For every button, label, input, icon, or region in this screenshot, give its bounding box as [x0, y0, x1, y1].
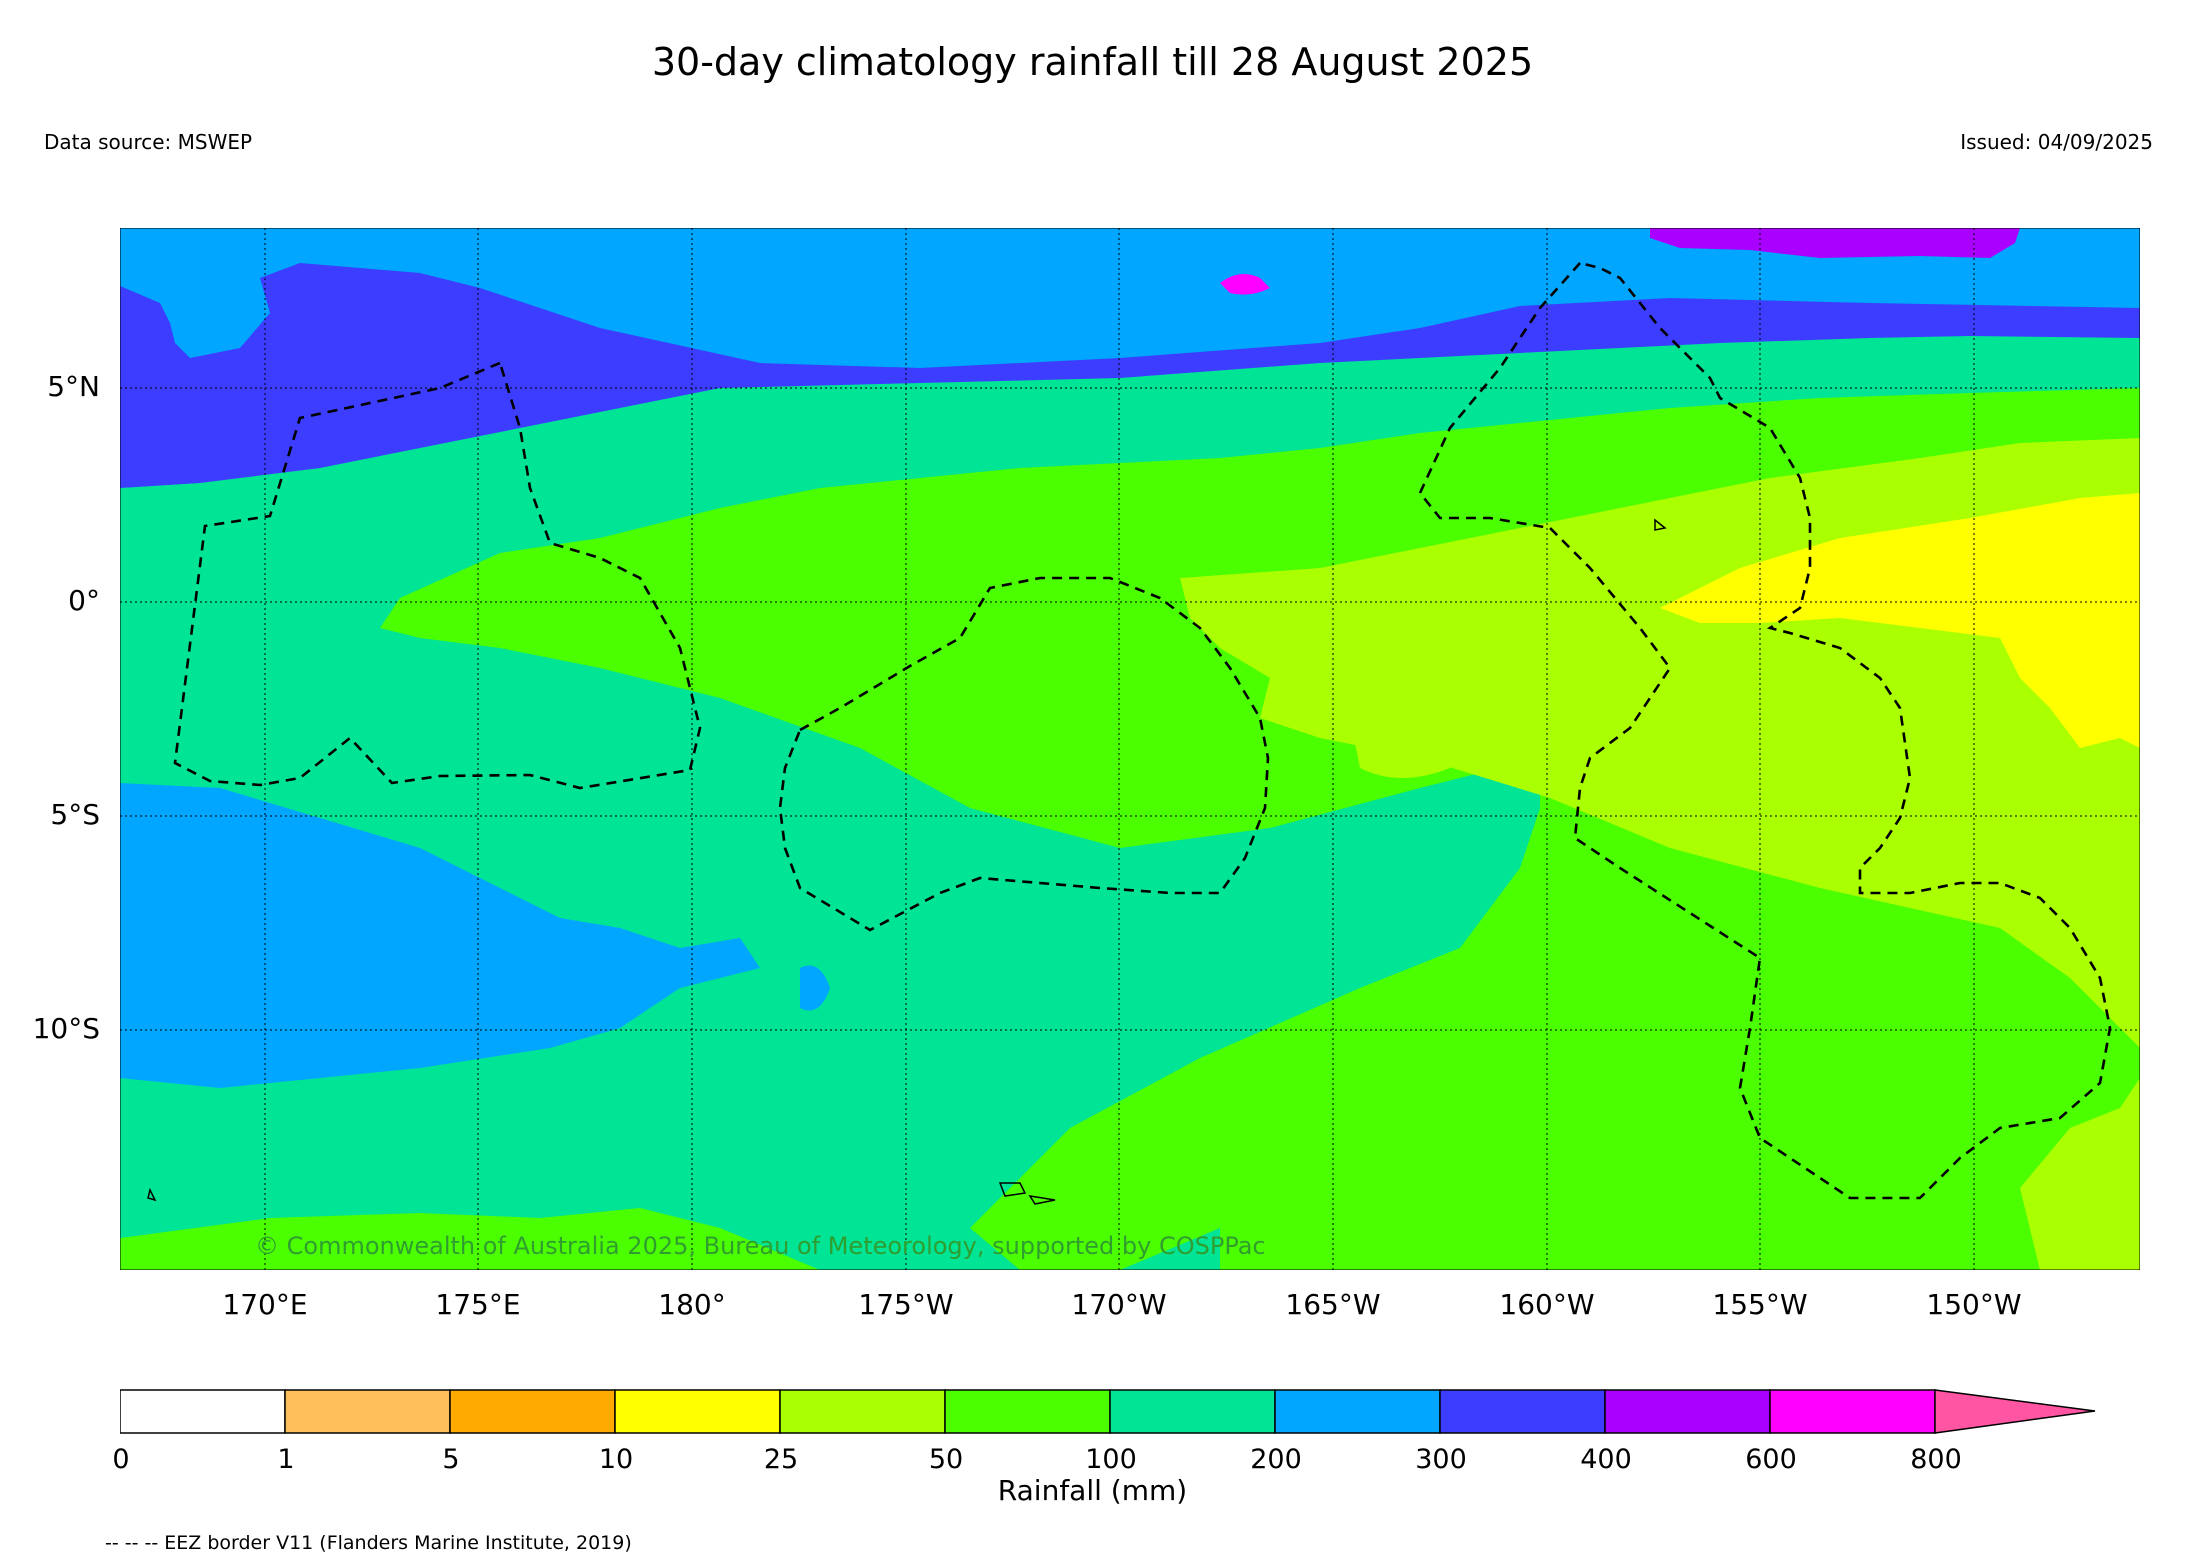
colorbar-tick: 200	[1250, 1444, 1302, 1475]
eez-border-kiribati-gilbert	[173, 361, 702, 790]
colorbar-cell	[284, 1389, 451, 1434]
data-source: Data source: MSWEP	[44, 130, 253, 154]
lon-label-170e: 170°E	[222, 1288, 308, 1321]
lat-label-5n: 5°N	[47, 370, 100, 403]
rain-band-25-50	[1180, 438, 2140, 1270]
rain-band-10-25	[1660, 493, 2140, 748]
colorbar-cell	[1604, 1389, 1771, 1434]
lat-label-0: 0°	[68, 584, 100, 617]
island-1	[998, 1182, 1027, 1197]
colorbar-cell	[120, 1389, 286, 1434]
island-3	[147, 1187, 157, 1202]
rain-band-200-300-patch	[800, 965, 830, 1011]
rain-band-200-300-south	[120, 783, 760, 1088]
colorbar-tick: 1	[277, 1444, 295, 1475]
colorbar-cell	[779, 1389, 946, 1434]
colorbar-tick: 800	[1910, 1444, 1962, 1475]
eez-border-kiribati-line	[1418, 261, 2112, 1200]
rainfall-map	[120, 228, 2140, 1270]
island-4	[1654, 518, 1667, 531]
graticule	[120, 228, 2140, 1270]
colorbar-tick: 5	[442, 1444, 460, 1475]
rain-band-400-600-spot	[1220, 274, 1270, 295]
eez-border-note: -- -- -- EEZ border V11 (Flanders Marine…	[105, 1532, 632, 1554]
lon-label-150w: 150°W	[1926, 1288, 2022, 1321]
rain-band-25-50-patch	[1350, 714, 1460, 778]
colorbar	[120, 1389, 2096, 1434]
lon-label-180: 180°	[658, 1288, 726, 1321]
colorbar-cell	[1439, 1389, 1606, 1434]
colorbar-cell	[944, 1389, 1111, 1434]
lat-label-5s: 5°S	[50, 798, 100, 831]
rain-band-50-100-southeast	[1220, 1058, 2140, 1270]
island-outlines	[147, 518, 1667, 1205]
colorbar-cell	[1274, 1389, 1441, 1434]
colorbar-tick: 10	[598, 1444, 634, 1475]
lon-label-175e: 175°E	[435, 1288, 521, 1321]
eez-border-kiribati-phoenix	[778, 576, 1270, 932]
colorbar-extend-arrow	[1934, 1389, 2096, 1434]
lon-label-160w: 160°W	[1499, 1288, 1595, 1321]
rain-band-400-600-north	[1650, 228, 2020, 258]
lon-label-165w: 165°W	[1285, 1288, 1381, 1321]
colorbar-label: Rainfall (mm)	[997, 1474, 1188, 1507]
colorbar-tick: 50	[928, 1444, 964, 1475]
colorbar-tick: 300	[1415, 1444, 1467, 1475]
copyright-notice: © Commonwealth of Australia 2025, Bureau…	[255, 1232, 1266, 1260]
colorbar-tick: 25	[763, 1444, 799, 1475]
lon-label-175w: 175°W	[858, 1288, 954, 1321]
rain-band-200-300	[120, 228, 2140, 368]
rain-band-50-100-south	[120, 1208, 820, 1270]
colorbar-tick: 100	[1085, 1444, 1137, 1475]
colorbar-tick: 0	[112, 1444, 130, 1475]
island-2	[1028, 1194, 1056, 1205]
colorbar-cells	[120, 1389, 1936, 1434]
issued-date: Issued: 04/09/2025	[1960, 130, 2153, 154]
map-title: 30-day climatology rainfall till 28 Augu…	[651, 40, 1534, 84]
colorbar-cell	[614, 1389, 781, 1434]
colorbar-cell	[1109, 1389, 1276, 1434]
lon-label-170w: 170°W	[1071, 1288, 1167, 1321]
lon-label-155w: 155°W	[1712, 1288, 1808, 1321]
colorbar-tick: 600	[1745, 1444, 1797, 1475]
colorbar-tick: 400	[1580, 1444, 1632, 1475]
lat-label-10s: 10°S	[32, 1012, 100, 1045]
colorbar-cell	[449, 1389, 616, 1434]
eez-borders	[173, 261, 2112, 1200]
colorbar-cell	[1769, 1389, 1936, 1434]
